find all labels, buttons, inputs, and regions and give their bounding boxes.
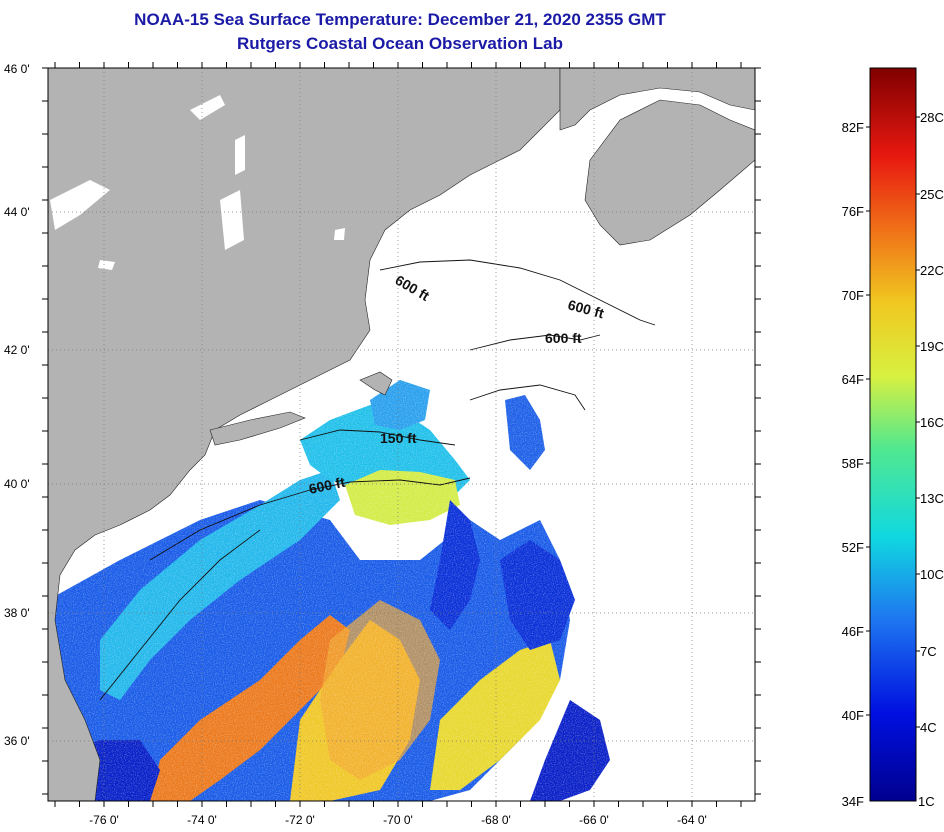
lat-label: 38 0' xyxy=(4,606,30,620)
longitude-labels: -76 0' -74 0' -72 0' -70 0' -68 0' -66 0… xyxy=(89,813,707,827)
contour-600ft-gom-2 xyxy=(469,334,601,351)
colorbar-f-label: 70F xyxy=(842,288,864,303)
map-title: NOAA-15 Sea Surface Temperature: Decembe… xyxy=(134,10,666,29)
lat-label: 40 0' xyxy=(4,477,30,491)
colorbar-c-label: 7C xyxy=(920,644,937,659)
land-cape-cod xyxy=(359,371,393,396)
colorbar-c-label: 28C xyxy=(920,110,944,125)
colorbar-c-label: 25C xyxy=(920,187,944,202)
lat-label: 46 0' xyxy=(4,62,30,76)
land-canada-north xyxy=(559,68,755,131)
latitude-labels: 46 0' 44 0' 42 0' 40 0' 38 0' 36 0' xyxy=(4,62,30,748)
colorbar-f-label: 40F xyxy=(842,708,864,723)
colorbar-c-label: 16C xyxy=(920,415,944,430)
map-subtitle: Rutgers Coastal Ocean Observation Lab xyxy=(237,34,563,53)
colorbar-f-label: 52F xyxy=(842,540,864,555)
land-us-mainland xyxy=(48,68,561,801)
lon-label: -72 0' xyxy=(285,813,315,827)
colorbar-f-label: 76F xyxy=(842,204,864,219)
lon-label: -64 0' xyxy=(677,813,707,827)
lat-label: 44 0' xyxy=(4,205,30,219)
depth-contours xyxy=(99,259,656,701)
colorbar-f-label: 58F xyxy=(842,456,864,471)
land-long-island xyxy=(209,411,306,446)
plot-frame xyxy=(47,67,756,802)
colorbar-c-label: 19C xyxy=(920,339,944,354)
lon-label: -68 0' xyxy=(481,813,511,827)
contour-150ft xyxy=(299,429,456,446)
colorbar-f-label: 34F xyxy=(842,794,864,809)
contour-600ft-shelf xyxy=(149,477,471,561)
colorbar-f-label: 46F xyxy=(842,624,864,639)
colorbar-c-label: 10C xyxy=(920,567,944,582)
colorbar-c-label: 4C xyxy=(920,720,937,735)
lon-label: -74 0' xyxy=(187,813,217,827)
land-nova-scotia xyxy=(584,99,755,246)
contour-georges xyxy=(469,384,586,411)
colorbar: 82F 76F 70F 64F 58F 52F 46F 40F 34F 28C … xyxy=(842,67,944,809)
lon-label: -76 0' xyxy=(89,813,119,827)
lon-label: -66 0' xyxy=(579,813,609,827)
lon-label: -70 0' xyxy=(383,813,413,827)
colorbar-c-label: 1C xyxy=(918,794,935,809)
lat-label: 42 0' xyxy=(4,343,30,357)
colorbar-c-label: 13C xyxy=(920,491,944,506)
lat-label: 36 0' xyxy=(4,734,30,748)
depth-label-shelf: 600 ft xyxy=(307,474,346,497)
contour-600ft-gom xyxy=(379,259,656,326)
lakes xyxy=(50,95,345,270)
depth-label-gom-south: 600 ft xyxy=(545,330,582,346)
contour-coastal xyxy=(99,529,261,701)
colorbar-f-label: 64F xyxy=(842,372,864,387)
colorbar-ticks xyxy=(866,116,920,728)
depth-label-georges: 150 ft xyxy=(380,430,417,446)
colorbar-f-label: 82F xyxy=(842,120,864,135)
land xyxy=(48,68,755,801)
colorbar-gradient xyxy=(869,67,917,802)
colorbar-c-label: 22C xyxy=(920,263,944,278)
axis-ticks xyxy=(42,62,761,807)
